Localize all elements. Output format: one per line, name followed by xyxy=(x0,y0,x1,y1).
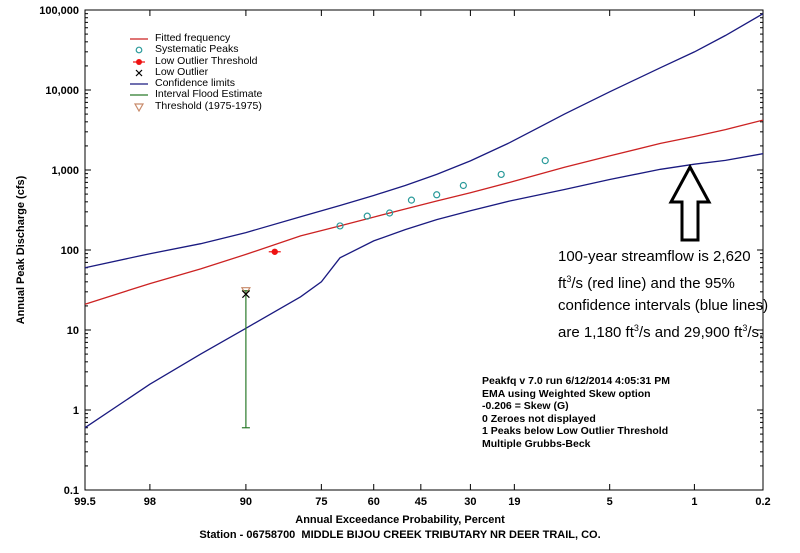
run-info: Peakfq v 7.0 run 6/12/2014 4:05:31 PM EM… xyxy=(482,375,670,451)
info-line: 1 Peaks below Low Outlier Threshold xyxy=(482,425,669,438)
legend-item: Systematic Peaks xyxy=(130,44,262,55)
note-line-3: confidence intervals (blue lines) xyxy=(558,297,769,314)
legend-item: Low Outlier xyxy=(130,65,262,78)
info-line: -0.206 = Skew (G) xyxy=(482,400,569,413)
systematic-peak-point xyxy=(336,222,344,230)
series-line-confidence-limits-upper xyxy=(84,13,764,269)
legend: Fitted frequency Systematic Peaks Low Outl… xyxy=(130,32,262,112)
y-tick-label: 10 xyxy=(67,325,79,337)
info-line: Peakfq v 7.0 run 6/12/2014 4:05:31 PM xyxy=(482,375,670,387)
threshold-marker xyxy=(240,287,251,296)
station-label: Station - 06758700 MIDDLE BIJOU CREEK TR… xyxy=(199,529,601,541)
systematic-peak-point xyxy=(459,181,467,190)
x-tick-label: 75 xyxy=(315,496,327,508)
y-tick-label: 1,000 xyxy=(51,165,79,177)
legend-item: Fitted frequency xyxy=(130,32,262,44)
x-tick-label: 1 xyxy=(691,496,697,508)
systematic-peak-point xyxy=(541,157,549,165)
x-tick-label: 19 xyxy=(508,496,520,508)
legend-label: Systematic Peaks xyxy=(155,43,239,56)
annotation-arrow-icon xyxy=(668,163,712,242)
systematic-peak-point xyxy=(385,209,394,217)
teal-circle-icon xyxy=(135,46,143,54)
y-tick-label: 0.1 xyxy=(64,485,79,497)
black-x-icon xyxy=(135,69,143,77)
x-tick-label: 5 xyxy=(607,496,613,508)
low-outlier-marker xyxy=(241,290,250,299)
systematic-peak-point xyxy=(363,212,371,220)
legend-label: Threshold (1975-1975) xyxy=(155,99,262,112)
y-tick-label: 1 xyxy=(73,405,79,417)
legend-item: Interval Flood Estimate xyxy=(130,89,262,100)
systematic-peak-point xyxy=(433,191,441,199)
legend-item: Threshold (1975-1975) xyxy=(130,99,262,112)
x-tick-label: 98 xyxy=(144,496,156,508)
x-tick-label: 0.2 xyxy=(755,496,770,508)
info-line: EMA using Weighted Skew option xyxy=(482,387,651,400)
x-tick-label: 90 xyxy=(240,496,252,508)
series-line-fitted-frequency xyxy=(84,119,764,305)
annotation-note: 100-year streamflow is 2,620 ft3/s (red … xyxy=(558,246,768,344)
note-line-2: ft3/s (red line) and the 95% xyxy=(558,274,735,292)
blue-line-icon xyxy=(130,83,148,85)
info-line: 0 Zeroes not displayed xyxy=(482,412,596,425)
x-tick-label: 45 xyxy=(415,496,427,508)
note-line-4: are 1,180 ft3/s and 29,900 ft3/s. xyxy=(558,323,764,341)
low-outlier-threshold-marker xyxy=(271,248,278,255)
y-tick-label: 100,000 xyxy=(39,5,79,17)
systematic-peak-point xyxy=(497,170,505,179)
info-line: Multiple Grubbs-Beck xyxy=(482,437,591,450)
systematic-peak-point xyxy=(407,196,416,204)
legend-item: Confidence limits xyxy=(130,78,262,89)
legend-label: Confidence limits xyxy=(155,77,235,90)
series-line-confidence-limits-lower xyxy=(84,153,764,429)
y-tick-label: 10,000 xyxy=(45,85,79,97)
legend-label: Interval Flood Estimate xyxy=(155,88,263,101)
red-dot-icon xyxy=(133,58,145,65)
red-line-icon xyxy=(130,38,148,40)
x-axis-title: Annual Exceedance Probability, Percent xyxy=(295,514,505,526)
legend-label: Fitted frequency xyxy=(155,32,231,44)
legend-label: Low Outlier xyxy=(155,65,209,78)
tan-triangle-icon xyxy=(133,103,145,112)
legend-item: Low Outlier Threshold xyxy=(130,54,262,67)
note-line-1: 100-year streamflow is 2,620 xyxy=(558,248,751,265)
x-tick-label: 99.5 xyxy=(74,496,95,508)
x-tick-label: 60 xyxy=(368,496,380,508)
y-axis-title: Annual Peak Discharge (cfs) xyxy=(15,175,27,324)
x-tick-label: 30 xyxy=(464,496,476,508)
legend-label: Low Outlier Threshold xyxy=(155,54,258,67)
green-bar-icon xyxy=(130,94,148,97)
y-tick-label: 100 xyxy=(61,245,79,257)
